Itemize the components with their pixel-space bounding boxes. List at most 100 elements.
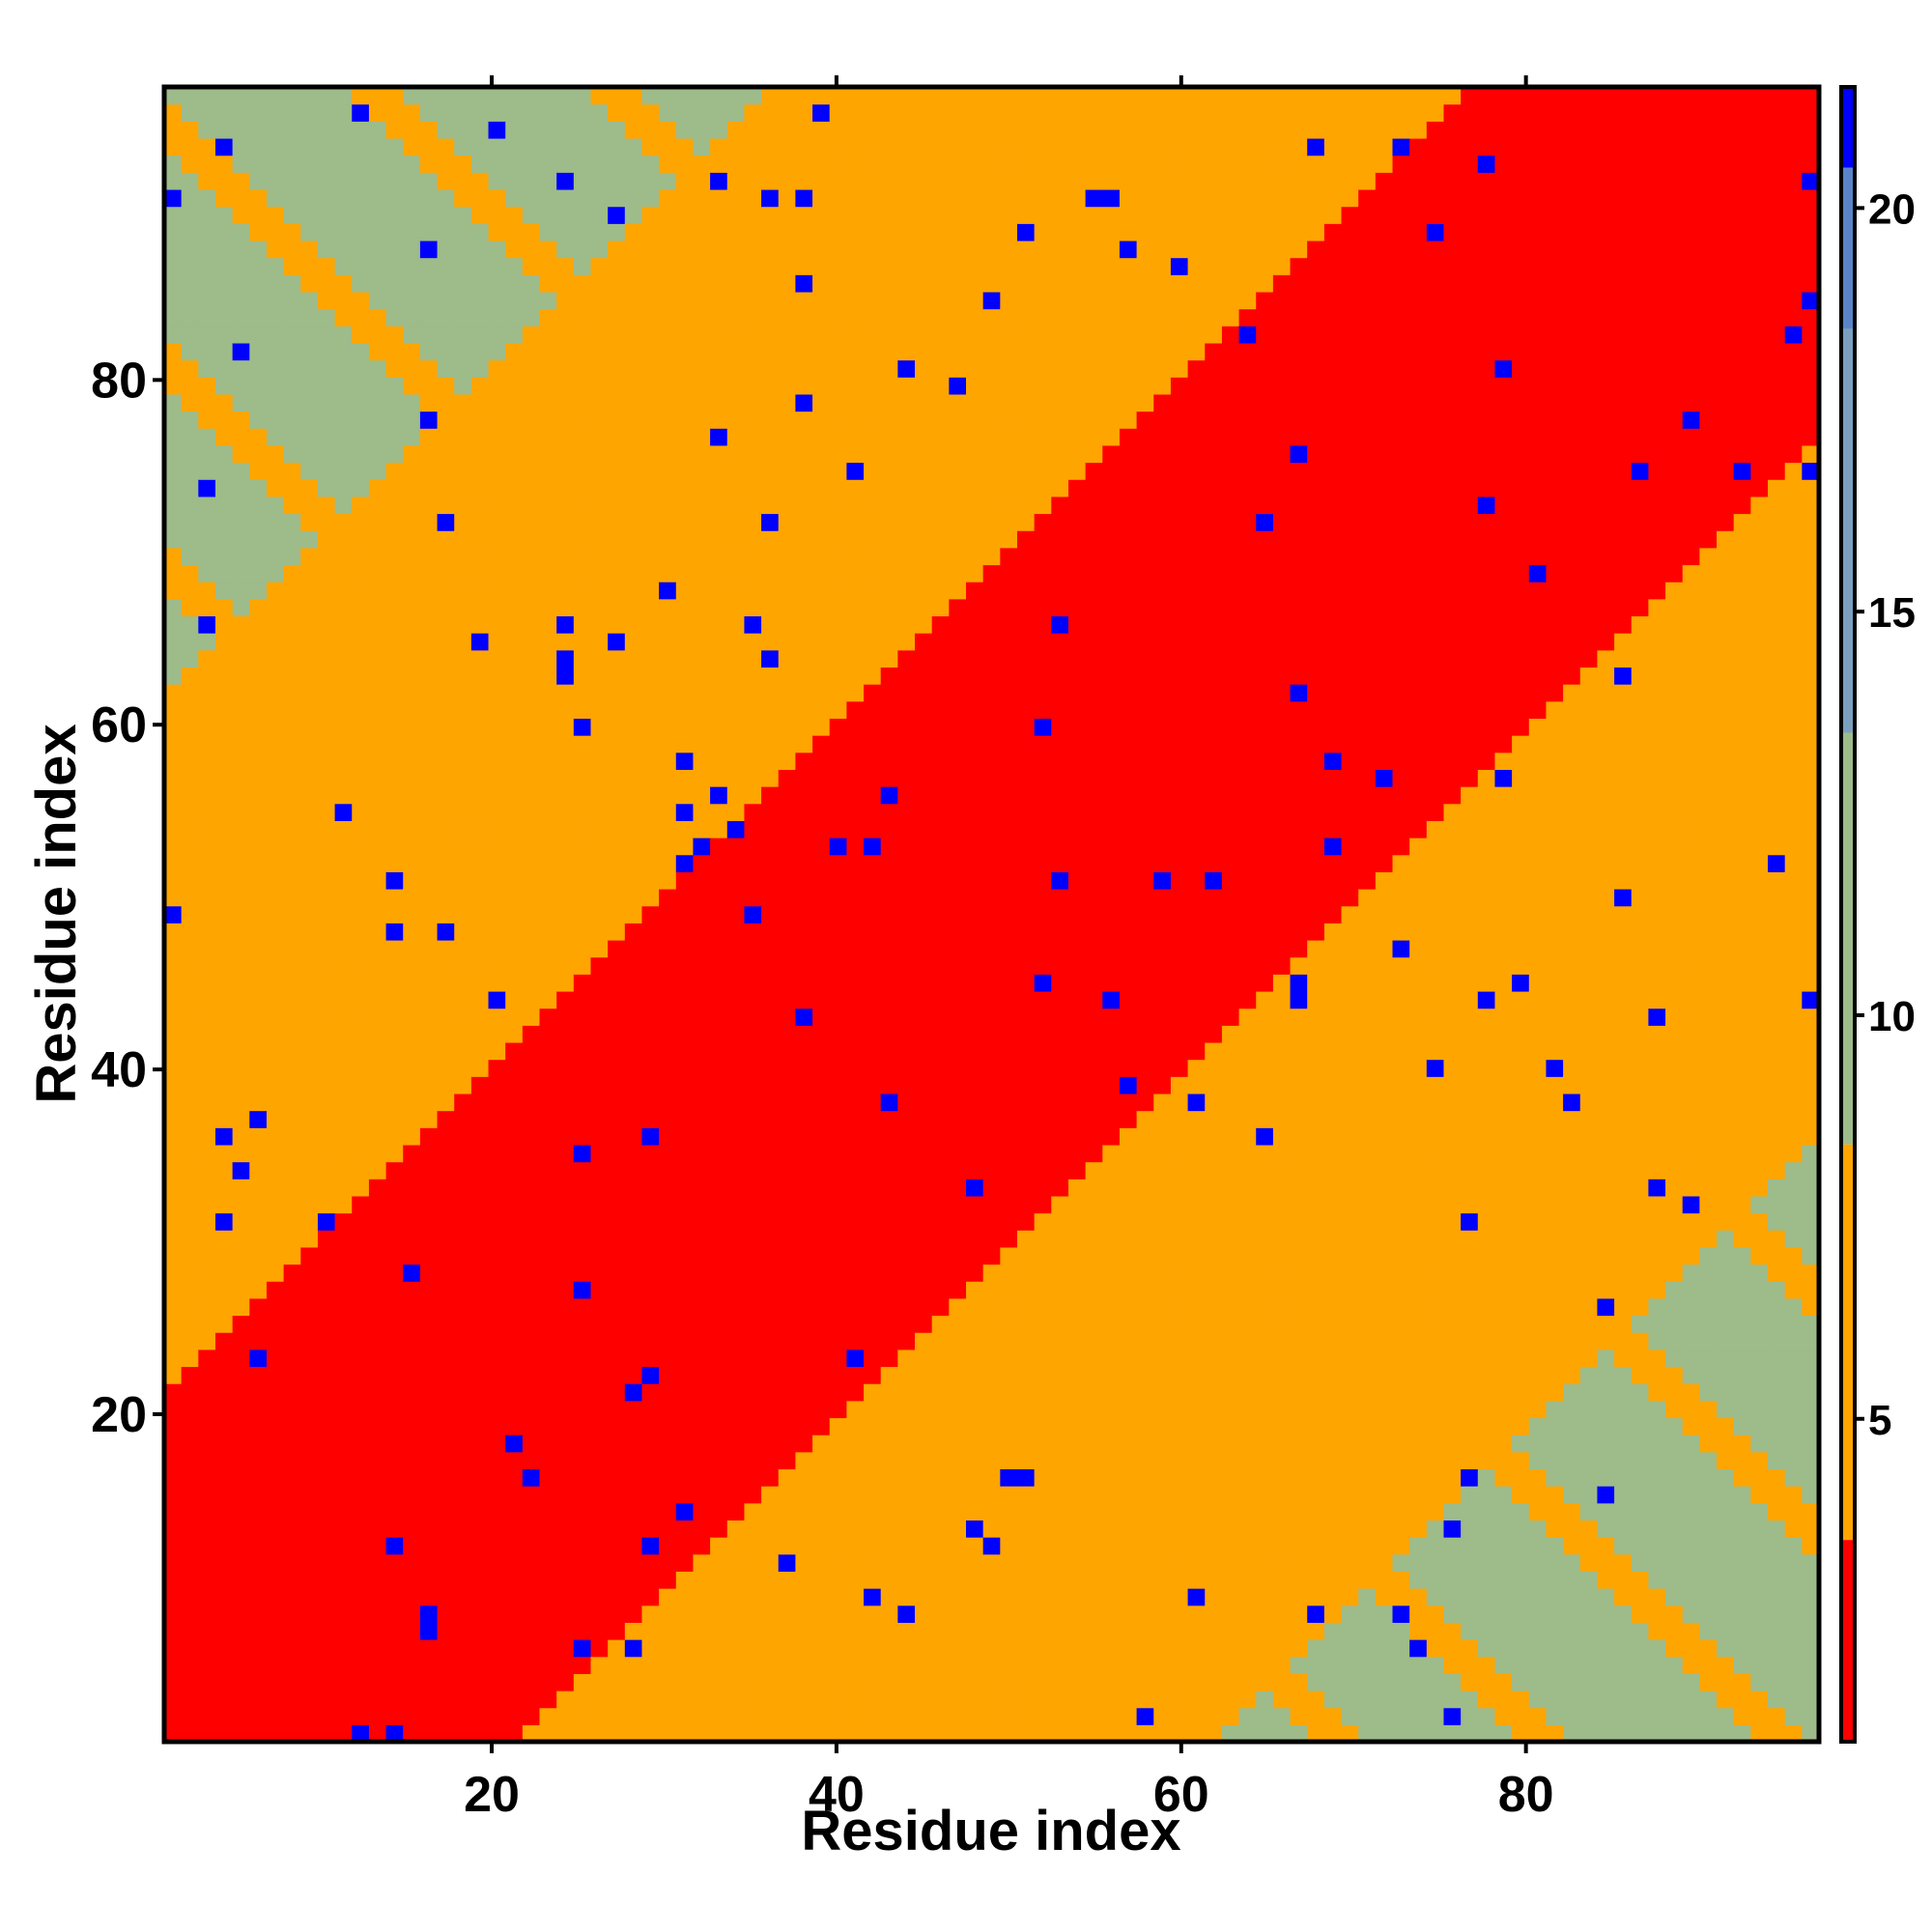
heatmap-cell bbox=[982, 564, 1001, 582]
heatmap-cell bbox=[880, 1486, 898, 1504]
heatmap-cell bbox=[300, 326, 319, 344]
heatmap-cell bbox=[761, 291, 780, 310]
heatmap-cell bbox=[726, 257, 746, 275]
heatmap-cell bbox=[385, 121, 404, 139]
heatmap-cell bbox=[505, 308, 524, 327]
heatmap-cell bbox=[829, 1127, 847, 1146]
heatmap-cell bbox=[675, 1264, 695, 1282]
heatmap-cell bbox=[641, 1724, 660, 1743]
heatmap-cell bbox=[300, 649, 319, 668]
heatmap-cell bbox=[982, 206, 1001, 224]
heatmap-cell bbox=[915, 769, 933, 787]
heatmap-cell bbox=[539, 1315, 557, 1333]
heatmap-cell bbox=[659, 1281, 677, 1299]
heatmap-cell bbox=[214, 428, 234, 446]
heatmap-cell bbox=[761, 530, 780, 549]
heatmap-cell bbox=[334, 854, 353, 872]
heatmap-cell bbox=[880, 735, 898, 753]
heatmap-cell bbox=[454, 684, 472, 702]
heatmap-cell bbox=[778, 1553, 797, 1572]
heatmap-cell bbox=[352, 667, 370, 685]
heatmap-cell bbox=[198, 1673, 216, 1691]
heatmap-cell bbox=[812, 1520, 831, 1538]
heatmap-cell bbox=[744, 1315, 762, 1333]
heatmap-cell bbox=[403, 1622, 421, 1640]
heatmap-cell bbox=[659, 274, 677, 293]
heatmap-cell bbox=[864, 1588, 882, 1606]
heatmap-cell bbox=[437, 1486, 455, 1504]
heatmap-cell bbox=[334, 1076, 353, 1094]
heatmap-cell bbox=[966, 838, 984, 856]
heatmap-cell bbox=[317, 820, 336, 838]
heatmap-cell bbox=[505, 1451, 524, 1470]
heatmap-cell bbox=[693, 803, 711, 821]
heatmap-cell bbox=[846, 479, 865, 497]
heatmap-cell bbox=[915, 1110, 933, 1128]
heatmap-cell bbox=[385, 223, 404, 242]
heatmap-cell bbox=[470, 1537, 490, 1555]
heatmap-cell bbox=[334, 939, 353, 958]
heatmap-cell bbox=[744, 155, 762, 173]
heatmap-cell bbox=[164, 889, 183, 907]
heatmap-cell bbox=[454, 1451, 472, 1470]
heatmap-cell bbox=[232, 240, 250, 259]
heatmap-cell bbox=[283, 1707, 301, 1725]
heatmap-cell bbox=[966, 342, 984, 361]
heatmap-cell bbox=[352, 530, 370, 549]
heatmap-cell bbox=[403, 633, 421, 651]
heatmap-cell bbox=[368, 786, 387, 805]
heatmap-cell bbox=[778, 735, 797, 753]
heatmap-cell bbox=[522, 752, 541, 770]
heatmap-cell bbox=[522, 1724, 541, 1743]
heatmap-cell bbox=[966, 649, 984, 668]
heatmap-cell bbox=[675, 188, 695, 208]
heatmap-cell bbox=[283, 1264, 301, 1282]
heatmap-cell bbox=[608, 820, 626, 838]
heatmap-cell bbox=[1000, 1400, 1018, 1419]
heatmap-cell bbox=[880, 547, 898, 566]
heatmap-cell bbox=[659, 1724, 677, 1743]
heatmap-cell bbox=[556, 1520, 575, 1538]
heatmap-cell bbox=[931, 1297, 950, 1317]
heatmap-cell bbox=[164, 905, 183, 923]
heatmap-cell bbox=[846, 462, 865, 480]
heatmap-cell bbox=[812, 871, 831, 890]
heatmap-cell bbox=[214, 155, 234, 173]
heatmap-cell bbox=[693, 633, 711, 651]
heatmap-cell bbox=[675, 820, 695, 838]
heatmap-cell bbox=[641, 633, 660, 651]
heatmap-cell bbox=[266, 1349, 285, 1368]
heatmap-cell bbox=[829, 1281, 847, 1299]
heatmap-cell bbox=[1000, 1264, 1018, 1282]
heatmap-cell bbox=[880, 718, 898, 736]
heatmap-cell bbox=[608, 155, 626, 173]
heatmap-cell bbox=[915, 1281, 933, 1299]
heatmap-cell bbox=[249, 1315, 268, 1333]
heatmap-cell bbox=[744, 342, 762, 361]
heatmap-cell bbox=[726, 974, 746, 992]
heatmap-cell bbox=[352, 87, 370, 105]
heatmap-cell bbox=[419, 1673, 439, 1691]
heatmap-cell bbox=[897, 1246, 916, 1265]
heatmap-cell bbox=[454, 1059, 472, 1077]
heatmap-cell bbox=[693, 582, 711, 600]
heatmap-cell bbox=[470, 411, 490, 429]
heatmap-cell bbox=[966, 393, 984, 412]
heatmap-cell bbox=[1016, 1230, 1036, 1248]
heatmap-cell bbox=[1016, 854, 1036, 872]
heatmap-cell bbox=[931, 1366, 950, 1384]
heatmap-cell bbox=[454, 103, 472, 122]
heatmap-cell bbox=[761, 1588, 780, 1606]
heatmap-cell bbox=[1000, 121, 1018, 139]
heatmap-cell bbox=[232, 1179, 250, 1197]
heatmap-cell bbox=[232, 1622, 250, 1640]
heatmap-cell bbox=[505, 684, 524, 702]
heatmap-cell bbox=[778, 1195, 797, 1214]
heatmap-cell bbox=[522, 172, 541, 190]
heatmap-cell bbox=[1034, 1264, 1052, 1282]
heatmap-cell bbox=[385, 1468, 404, 1487]
heatmap-cell bbox=[573, 1605, 592, 1623]
heatmap-cell bbox=[403, 820, 421, 838]
heatmap-cell bbox=[488, 291, 506, 310]
heatmap-cell bbox=[454, 513, 472, 531]
